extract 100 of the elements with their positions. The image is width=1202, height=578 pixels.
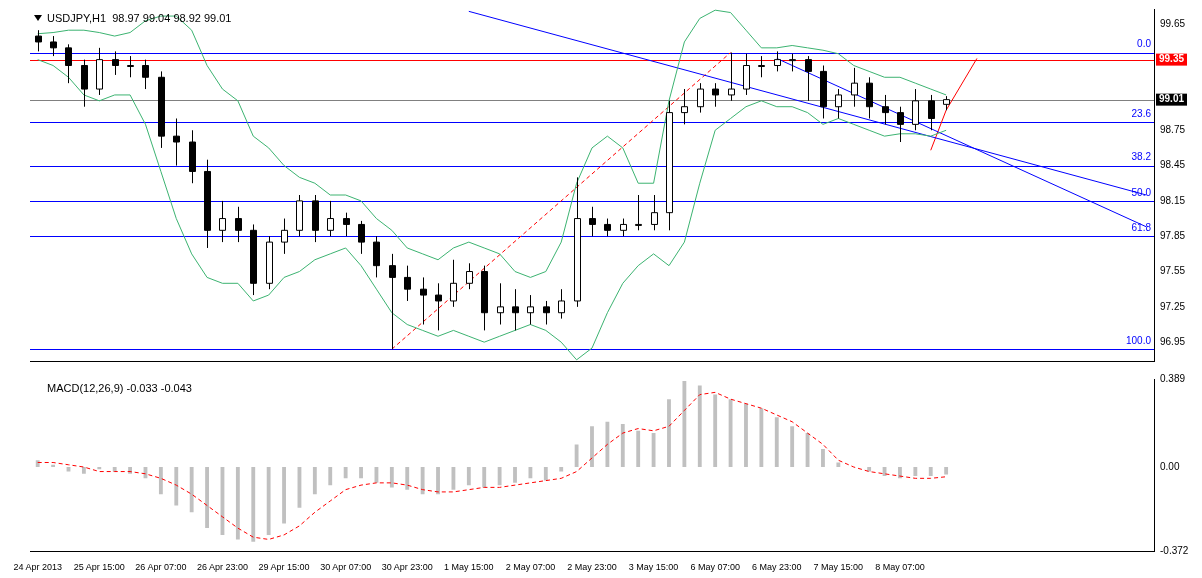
bar: [328, 467, 333, 486]
candlestick: [774, 50, 781, 72]
bar: [497, 467, 502, 486]
bar: [928, 467, 933, 477]
bar: [389, 467, 394, 488]
candlestick: [758, 55, 765, 78]
candlestick: [65, 43, 72, 84]
y-tick-label: 97.25: [1160, 300, 1186, 312]
bar: [759, 408, 764, 468]
bar: [420, 467, 425, 495]
ref-line-label: 99.35: [1159, 53, 1185, 65]
bar: [174, 467, 179, 506]
bar: [436, 467, 440, 495]
candlestick: [912, 88, 919, 131]
x-tick-label: 25 Apr 15:00: [73, 562, 125, 573]
bar: [543, 467, 548, 481]
bar: [913, 467, 918, 477]
x-tick-label: 2 May 23:00: [567, 562, 617, 573]
annotation: 100.0: [1125, 334, 1152, 346]
bar: [620, 424, 625, 468]
bar: [205, 467, 209, 529]
bar: [713, 394, 718, 468]
candlestick: [127, 55, 134, 78]
bar: [251, 467, 256, 542]
y-tick-label: 96.95: [1160, 335, 1186, 347]
bar: [574, 444, 579, 468]
bar: [466, 467, 471, 486]
bar: [359, 467, 363, 479]
chart-title: MACD(12,26,9) -0.033 -0.043: [47, 381, 192, 394]
bar: [590, 426, 594, 468]
x-tick-label: 24 Apr 2013: [13, 562, 62, 573]
x-tick-label: 6 May 23:00: [752, 562, 802, 573]
bar: [790, 426, 795, 468]
x-tick-label: 3 May 15:00: [628, 562, 679, 573]
candlestick: [327, 200, 334, 237]
bar: [405, 467, 410, 490]
x-tick-label: 29 Apr 15:00: [258, 562, 310, 573]
x-tick-label: 1 May 15:00: [444, 562, 494, 573]
bar: [744, 403, 748, 468]
x-tick-label: 7 May 15:00: [813, 562, 864, 573]
candlestick: [466, 262, 473, 290]
bar: [35, 460, 40, 468]
x-tick-label: 8 May 07:00: [875, 562, 925, 573]
bar: [266, 467, 271, 535]
bar: [343, 467, 348, 479]
y-tick-label: 99.65: [1160, 18, 1186, 30]
candlestick: [389, 253, 396, 350]
candlestick: [743, 53, 750, 96]
ref-line-label: 99.01: [1159, 93, 1185, 105]
bar: [528, 467, 533, 479]
candlestick: [805, 55, 812, 102]
bar: [513, 467, 517, 483]
candlestick: [235, 206, 242, 243]
bar: [282, 467, 286, 524]
x-tick-label: 30 Apr 23:00: [381, 562, 433, 573]
bar: [312, 467, 317, 495]
annotation: 61.8: [1131, 221, 1152, 233]
candlestick: [897, 106, 904, 143]
bar: [682, 381, 687, 468]
candlestick: [928, 94, 935, 131]
candlestick: [651, 194, 658, 231]
bar: [605, 421, 610, 468]
candlestick: [343, 212, 350, 237]
bar: [774, 417, 779, 468]
y-tick-label: 98.75: [1160, 124, 1186, 136]
bar: [697, 385, 702, 468]
bar: [667, 399, 671, 468]
x-tick-label: 30 Apr 07:00: [320, 562, 372, 573]
x-tick-label: 26 Apr 23:00: [196, 562, 248, 573]
bar: [81, 467, 86, 474]
annotation: 38.2: [1131, 151, 1152, 163]
annotation: 23.6: [1131, 107, 1152, 119]
annotation: 0.0: [1137, 38, 1152, 50]
y-tick-label: 97.85: [1160, 229, 1186, 241]
bar: [158, 467, 163, 495]
bar: [728, 399, 733, 468]
y-tick-label: 0.00: [1160, 460, 1180, 472]
candlestick: [589, 206, 596, 237]
bar: [636, 430, 641, 468]
candlestick: [81, 59, 88, 108]
candlestick: [142, 59, 149, 90]
bar: [559, 467, 564, 472]
y-tick-label: 98.15: [1160, 194, 1186, 206]
x-tick-label: 2 May 07:00: [505, 562, 556, 573]
candlestick: [219, 200, 226, 243]
bar: [189, 467, 194, 513]
y-tick-label: 0.389: [1160, 372, 1186, 384]
y-tick-label: 97.55: [1160, 265, 1186, 277]
bar: [651, 433, 656, 468]
candlestick: [112, 50, 119, 76]
bar: [821, 448, 825, 468]
bar: [235, 467, 240, 540]
y-tick-label: 98.45: [1160, 159, 1186, 171]
bar: [944, 467, 949, 475]
bar: [482, 467, 487, 488]
x-tick-label: 26 Apr 07:00: [135, 562, 187, 573]
bar: [836, 462, 841, 468]
y-tick-label: -0.372: [1160, 544, 1189, 556]
x-tick-label: 6 May 07:00: [690, 562, 740, 573]
chart-title: USDJPY,H1 98.97 99.04 98.92 99.01: [47, 11, 232, 24]
